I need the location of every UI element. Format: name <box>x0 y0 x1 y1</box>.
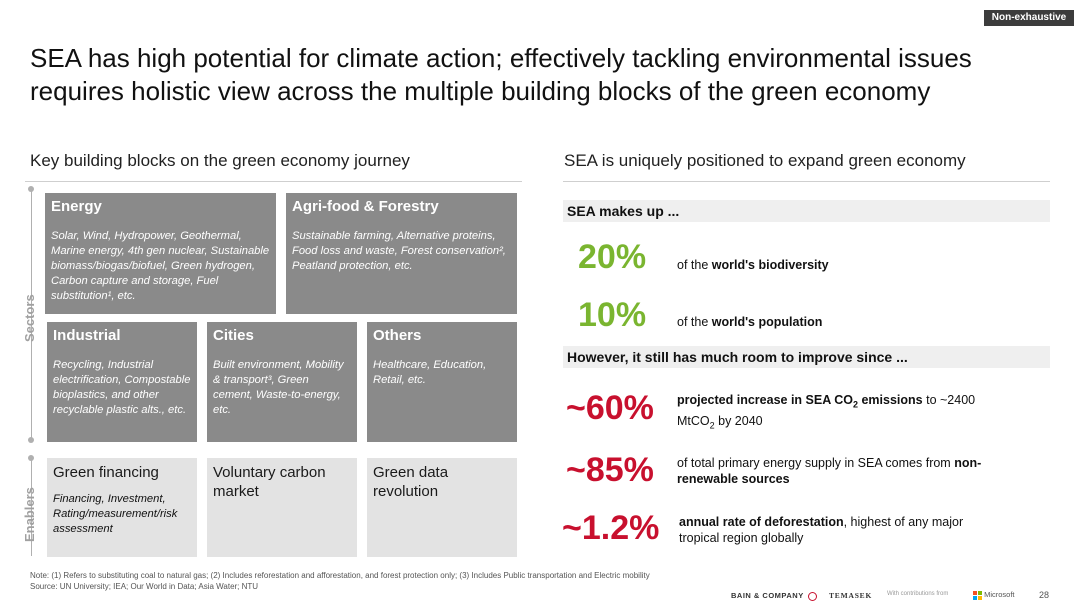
non-exhaustive-badge: Non-exhaustive <box>984 10 1074 26</box>
stat-emissions-value: ~60% <box>566 389 654 427</box>
temasek-logo: TEMASEK <box>829 591 873 600</box>
enabler-body: Financing, Investment, Rating/measuremen… <box>53 493 178 535</box>
sector-body: Recycling, Industrial electrification, C… <box>53 359 191 416</box>
left-heading: Key building blocks on the green economy… <box>30 151 410 170</box>
enablers-axis-label: Enablers <box>22 487 37 542</box>
sector-body: Built environment, Mobility & transport³… <box>213 359 344 416</box>
footnote: Note: (1) Refers to substituting coal to… <box>30 571 650 580</box>
sectors-axis-dot-bottom <box>28 437 34 443</box>
enabler-title: Voluntary carbon market <box>213 464 326 500</box>
stat-biodiversity-text: of the world's biodiversity <box>677 258 829 272</box>
stat-emissions-text: projected increase in SEA CO2 emissions … <box>677 393 976 430</box>
sector-industrial: Industrial Recycling, Industrial electri… <box>47 322 197 442</box>
right-rule <box>563 181 1050 182</box>
sector-cities: Cities Built environment, Mobility & tra… <box>207 322 357 442</box>
enabler-green-financing: Green financing Financing, Investment, R… <box>47 458 197 557</box>
stat-population-value: 10% <box>578 296 647 334</box>
stat-deforestation-value: ~1.2% <box>562 509 660 547</box>
sector-energy: Energy Solar, Wind, Hydropower, Geotherm… <box>45 193 276 314</box>
enablers-axis-dot <box>28 455 34 461</box>
contributions-text: With contributions from <box>887 591 949 597</box>
bain-logo: BAIN & COMPANY <box>731 591 818 601</box>
sector-title: Agri-food & Forestry <box>292 198 439 215</box>
sector-body: Sustainable farming, Alternative protein… <box>292 230 506 272</box>
page-number: 28 <box>1039 590 1050 600</box>
enabler-voluntary-carbon-market: Voluntary carbon market <box>207 458 357 557</box>
stat-deforestation-text: annual rate of deforestation, highest of… <box>679 515 964 545</box>
page-title: SEA has high potential for climate actio… <box>30 43 972 106</box>
enabler-title: Green data revolution <box>373 464 449 500</box>
sectors-axis-label: Sectors <box>22 294 37 342</box>
sector-title: Energy <box>51 198 102 215</box>
sector-body: Solar, Wind, Hydropower, Geothermal, Mar… <box>51 230 270 302</box>
microsoft-logo-icon <box>973 590 982 600</box>
sector-others: Others Healthcare, Education, Retail, et… <box>367 322 517 442</box>
stat-energy-text: of total primary energy supply in SEA co… <box>677 456 982 486</box>
right-heading: SEA is uniquely positioned to expand gre… <box>564 151 966 170</box>
sectors-axis-dot-top <box>28 186 34 192</box>
enabler-title: Green financing <box>53 464 159 481</box>
source-note: Source: UN University; IEA; Our World in… <box>30 582 259 591</box>
sea-makes-up-bar: SEA makes up ... <box>563 200 1050 222</box>
sector-title: Others <box>373 327 422 344</box>
sectors-axis-line <box>31 188 32 440</box>
stat-population-text: of the world's population <box>677 315 823 329</box>
sector-body: Healthcare, Education, Retail, etc. <box>373 359 487 386</box>
enabler-green-data-revolution: Green data revolution <box>367 458 517 557</box>
room-to-improve-bar: However, it still has much room to impro… <box>563 346 1050 368</box>
bain-logo-icon <box>808 591 818 601</box>
microsoft-logo: Microsoft <box>973 590 1015 600</box>
sector-agri-food: Agri-food & Forestry Sustainable farming… <box>286 193 517 314</box>
left-rule <box>25 181 522 182</box>
sector-title: Cities <box>213 327 254 344</box>
stat-energy-value: ~85% <box>566 451 654 489</box>
stat-biodiversity-value: 20% <box>578 238 647 276</box>
sector-title: Industrial <box>53 327 121 344</box>
enablers-axis-line <box>31 458 32 556</box>
